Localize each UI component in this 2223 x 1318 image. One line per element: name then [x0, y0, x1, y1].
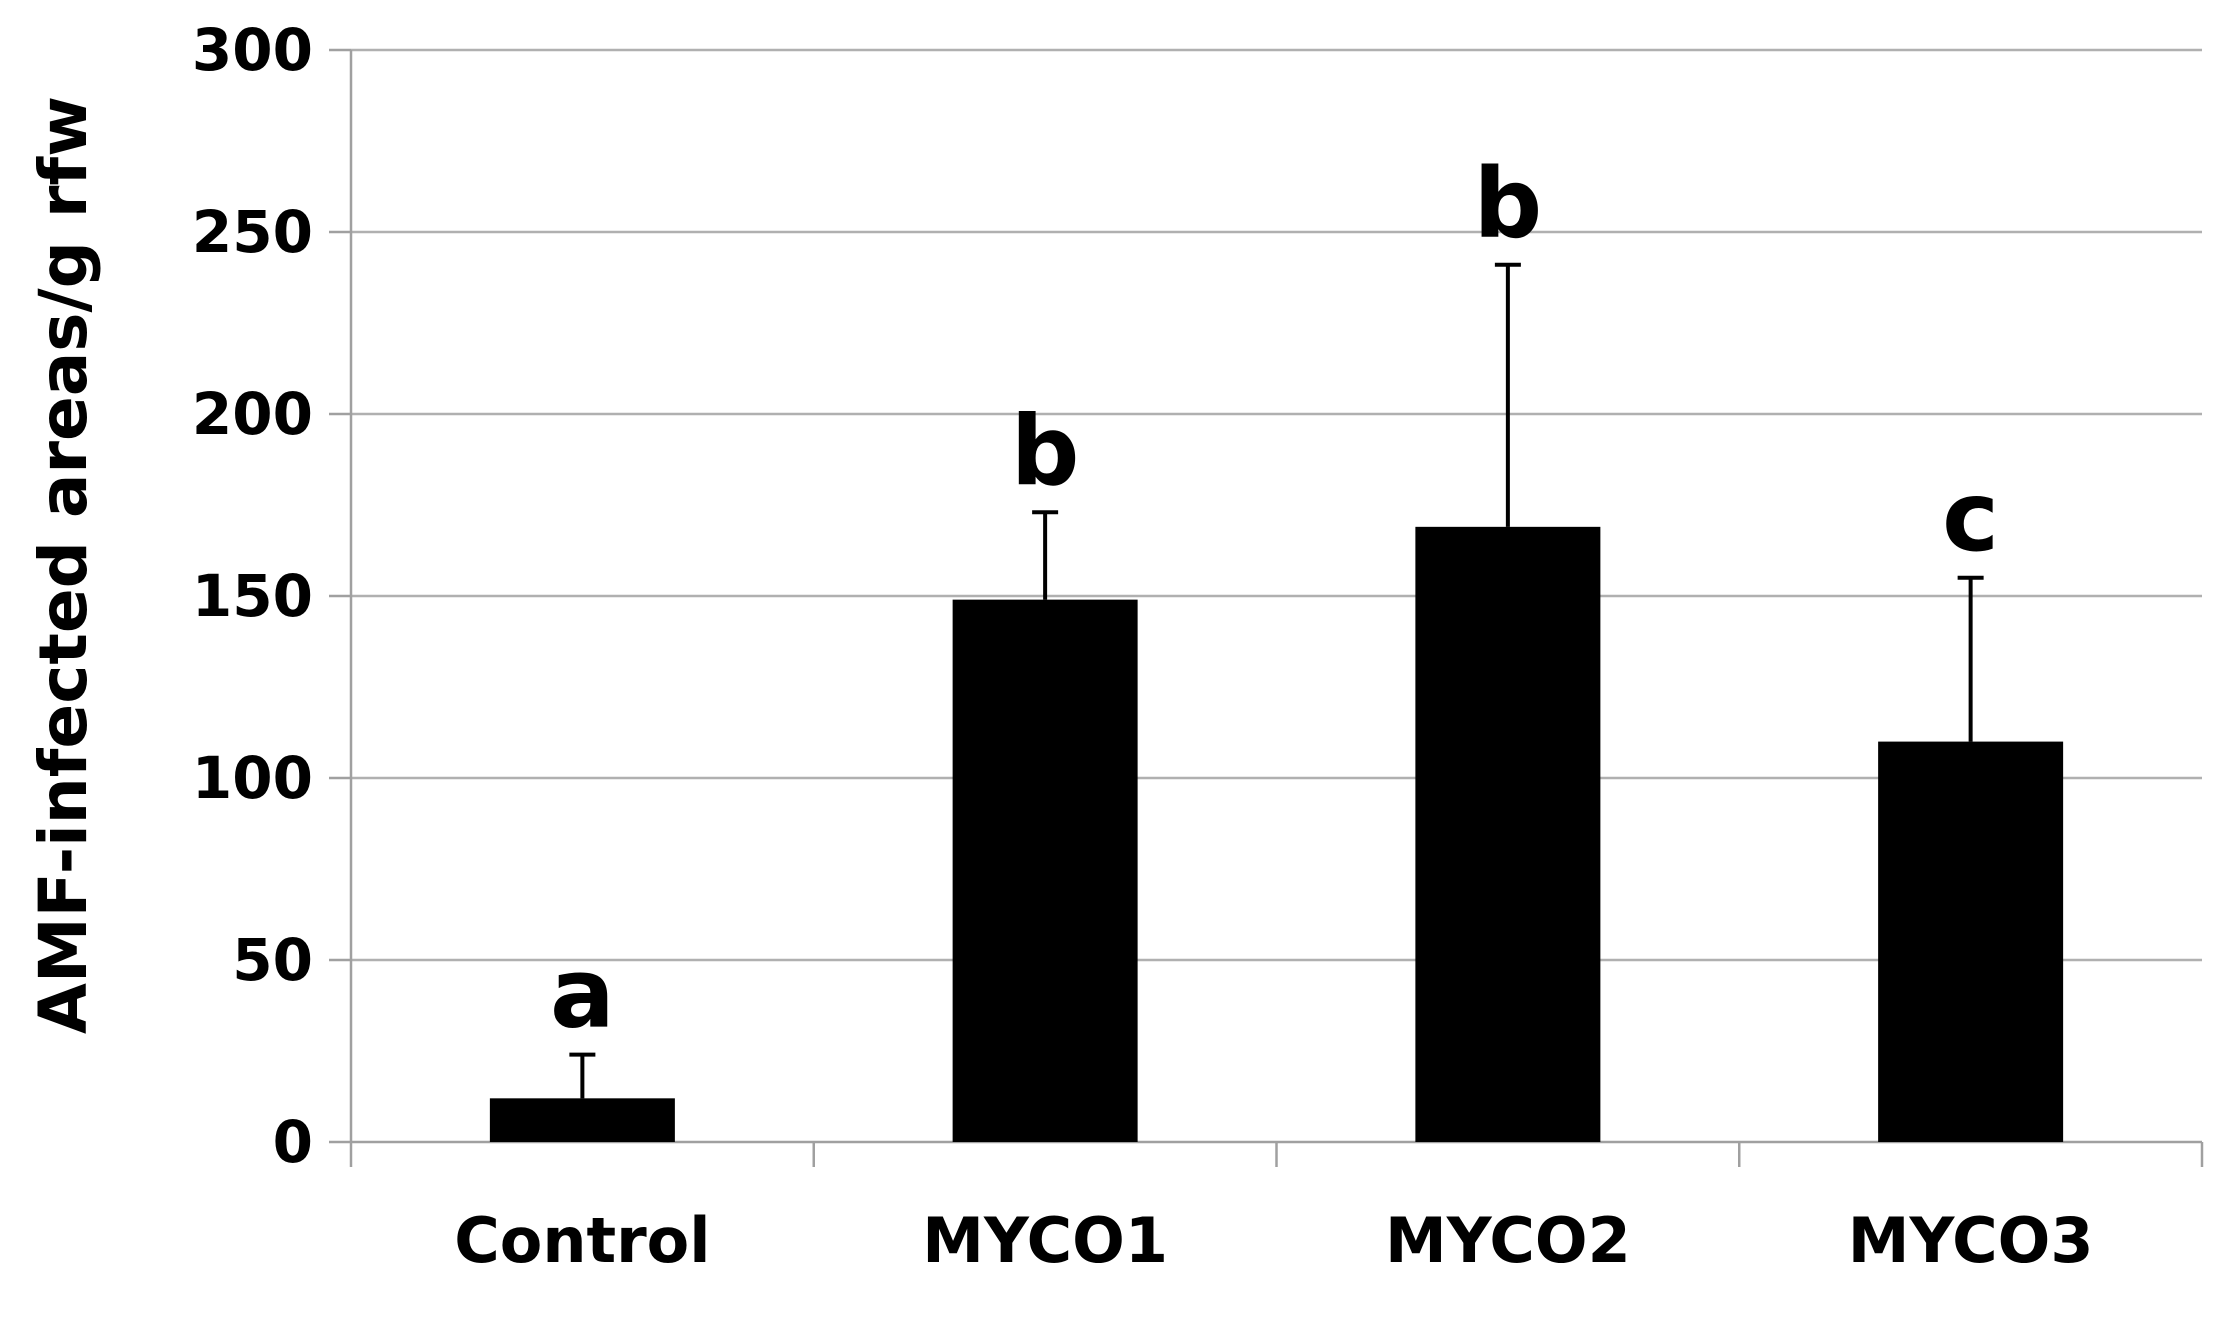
y-tick-label: 50	[232, 926, 313, 994]
bars	[489, 526, 2064, 1142]
significance-letter-myco2: b	[1474, 148, 1543, 260]
bar-control	[489, 1098, 675, 1142]
significance-letter-control: a	[550, 938, 615, 1050]
bar-myco1	[952, 599, 1138, 1142]
y-tick-label: 100	[192, 744, 313, 812]
category-label-myco1: MYCO1	[922, 1204, 1168, 1277]
y-tick-label: 250	[192, 198, 313, 266]
y-tick-label: 150	[192, 562, 313, 630]
category-label-myco3: MYCO3	[1848, 1204, 2094, 1277]
bar-myco2	[1415, 526, 1601, 1142]
y-tick-label: 200	[192, 380, 313, 448]
error-bars	[569, 262, 1984, 1099]
category-label-control: Control	[454, 1204, 710, 1277]
significance-letter-myco3: c	[1942, 461, 1999, 573]
category-label-myco2: MYCO2	[1385, 1204, 1631, 1277]
bar-myco3	[1878, 741, 2064, 1142]
y-tick-label: 0	[273, 1108, 313, 1176]
labels: 0 50 100 150 200 250 300 a Control b MYCO1 b MYCO2 c M…	[192, 16, 2094, 1277]
significance-letter-myco1: b	[1011, 395, 1080, 507]
y-tick-label: 300	[192, 16, 313, 84]
y-axis-title: AMF-infected areas/g rfw	[25, 96, 102, 1034]
